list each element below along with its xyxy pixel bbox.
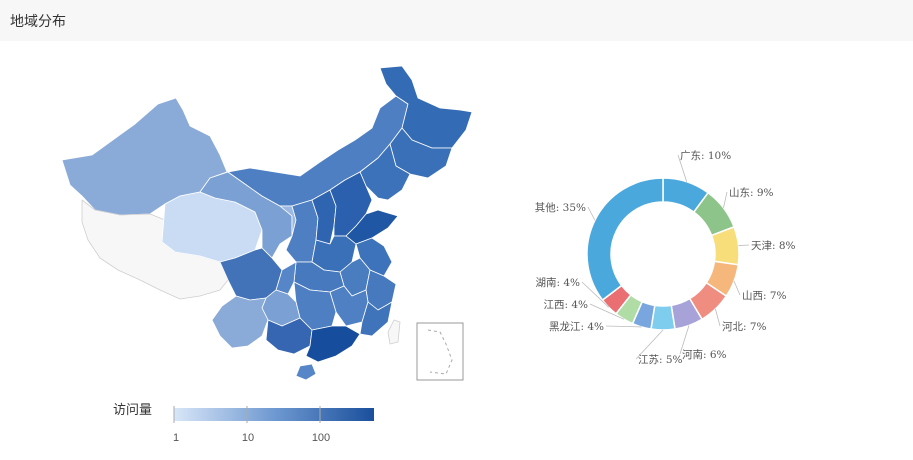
donut-leader-line [715, 308, 721, 327]
map-region[interactable] [305, 325, 361, 363]
donut-slice-label: 山西: 7% [742, 290, 787, 302]
donut-slice-label: 河北: 7% [722, 321, 767, 333]
map-region[interactable] [387, 319, 401, 345]
map-region[interactable] [81, 199, 229, 300]
donut-leader-line [679, 325, 690, 355]
legend-color-scale[interactable] [174, 408, 374, 421]
donut-leader-line [589, 303, 625, 320]
donut-leader-line [635, 329, 664, 360]
donut-leader-line [587, 206, 596, 221]
donut-slice-label: 黑龙江: 4% [549, 320, 604, 333]
donut-leader-line [581, 281, 610, 308]
donut-leader-line [723, 191, 728, 209]
donut-slice[interactable] [586, 177, 664, 302]
donut-slice-label: 河南: 6% [682, 348, 727, 361]
map-region[interactable] [211, 295, 269, 349]
legend-tick-label: 1 [173, 432, 179, 444]
map-region[interactable] [265, 317, 313, 355]
donut-leader-line [733, 280, 741, 296]
south-china-sea-inset [416, 322, 464, 381]
legend-title: 访问量 [113, 402, 152, 417]
donut-slice-label: 天津: 8% [751, 240, 796, 252]
legend-tick-label: 100 [312, 432, 330, 444]
map-region[interactable] [295, 363, 317, 381]
legend-tick-label: 10 [242, 432, 254, 444]
donut-leader-line [677, 154, 688, 182]
donut-leader-line [605, 325, 642, 328]
donut-slice-label: 其他: 35% [535, 201, 586, 214]
donut-slice-label: 江苏: 5% [638, 353, 683, 366]
map-legend: 访问量 1 10 100 [113, 402, 374, 444]
donut-chart: 广东: 10% 山东: 9% 天津: 8% 山西: 7% 河北: 7% 河南: 6%江苏:… [535, 149, 796, 366]
donut-slice-label: 广东: 10% [680, 149, 731, 162]
donut-slice-label: 江西: 4% [543, 299, 588, 311]
map-region[interactable] [359, 301, 393, 337]
donut-leader-line [738, 244, 750, 246]
panel-header: 地域分布 [0, 0, 913, 41]
map-region[interactable] [219, 247, 283, 301]
china-map [61, 65, 473, 381]
map-region[interactable] [379, 65, 473, 149]
panel-title: 地域分布 [10, 14, 66, 30]
donut-slice-label: 湖南: 4% [535, 276, 580, 289]
donut-slice-label: 山东: 9% [729, 186, 774, 199]
